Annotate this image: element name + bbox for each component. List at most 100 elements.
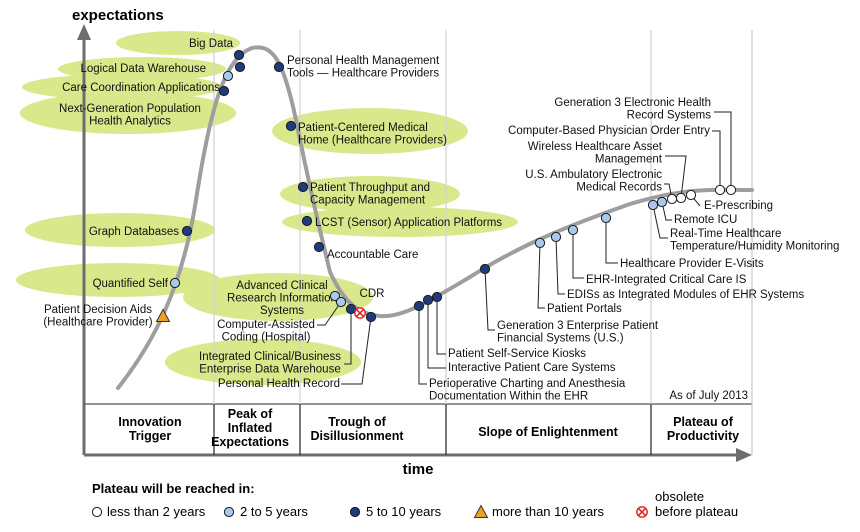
label-line: Management	[595, 154, 663, 166]
marker-personal-health-record	[365, 311, 377, 323]
label-line: Capacity Management	[310, 195, 426, 207]
marker-generation-3-electronic-health-record-systems	[725, 184, 737, 196]
label-next-generation-population-health-analytics: Next-Generation Population Health Analyti…	[59, 103, 201, 128]
legend-title: Plateau will be reached in:	[92, 481, 255, 496]
label-line: Computer-Based Physician Order Entry	[508, 125, 710, 137]
label-line: Interactive Patient Care Systems	[448, 362, 616, 374]
marker-lcst-sensor-application-platforms	[301, 215, 313, 227]
label-line: Tools — Healthcare Providers	[287, 68, 439, 80]
marker-remote-icu	[656, 196, 668, 208]
highlight-care-coordination-applications	[22, 74, 222, 100]
marker-healthcare-provider-e-visits	[600, 212, 612, 224]
legend-label-y2to5: 2 to 5 years	[240, 504, 308, 519]
leader-wireless-healthcare-asset-management	[665, 155, 687, 199]
leader-real-time-healthcare-temperature-humidity-monitoring	[652, 204, 668, 239]
label-cdr: CDR	[360, 288, 385, 300]
legend-line: before plateau	[655, 504, 738, 519]
as-of-date: As of July 2013	[669, 390, 748, 402]
marker-generation-3-enterprise-patient-financial-systems-u-s	[479, 263, 491, 275]
marker-wireless-healthcare-asset-management	[675, 192, 687, 204]
legend-line: obsolete	[655, 489, 704, 504]
legend-label-lt2: less than 2 years	[107, 504, 206, 519]
label-care-coordination-applications: Care Coordination Applications	[62, 82, 220, 94]
label-accountable-care: Accountable Care	[327, 249, 418, 261]
obsolete-cross	[356, 309, 364, 317]
marker-patient-portals	[534, 237, 546, 249]
label-line: Patient Self-Service Kiosks	[448, 348, 586, 360]
leader-remote-icu	[661, 201, 672, 221]
marker-computer-assisted-coding-hospital	[335, 296, 347, 308]
phase-line: Expectations	[211, 435, 289, 449]
label-line: Patient-Centered Medical	[298, 122, 428, 134]
phase-slope: Slope of Enlightenment	[478, 425, 618, 439]
label-line: Advanced Clinical	[236, 280, 327, 292]
label-ediss-as-integrated-modules-of-ehr-systems: EDISs as Integrated Modules of EHR Syste…	[567, 289, 804, 301]
phase-labels: Innovation Trigger Peak of Inflated Expectat…	[118, 407, 739, 449]
highlight-next-generation-population-health-analytics	[20, 92, 236, 134]
phase-line: Trigger	[129, 429, 172, 443]
label-line: Health Analytics	[89, 116, 171, 128]
label-perioperative-charting-and-anesthesia-documentation-within-the-ehr: Perioperative Charting and Anesthesia Doc…	[429, 378, 626, 403]
leader-lines	[317, 111, 732, 385]
label-line: Computer-Assisted	[217, 319, 315, 331]
label-patient-throughput-and-capacity-management: Patient Throughput and Capacity Managemen…	[310, 182, 430, 207]
label-patient-centered-medical-home-healthcare-providers: Patient-Centered Medical Home (Healthcare…	[298, 122, 447, 147]
marker-care-coordination-applications	[222, 70, 234, 82]
label-line: LCST (Sensor) Application Platforms	[315, 217, 502, 229]
leader-perioperative-charting-and-anesthesia-documentation-within-the-ehr	[418, 306, 427, 385]
legend-marker-lt2	[91, 506, 103, 518]
highlight-graph-databases	[25, 213, 215, 247]
label-personal-health-management-tools-healthcare-providers: Personal Health Management Tools — Health…	[287, 55, 440, 80]
label-computer-assisted-coding-hospital: Computer-Assisted Coding (Hospital)	[217, 319, 315, 344]
label-real-time-healthcare-temperature-humidity-monitoring: Real-Time Healthcare Temperature/Humidity…	[670, 228, 839, 253]
marker-next-generation-population-health-analytics	[218, 85, 230, 97]
label-line: Personal Health Record	[218, 378, 340, 390]
label-line: Personal Health Management	[287, 55, 440, 67]
label-big-data: Big Data	[189, 38, 234, 50]
label-generation-3-enterprise-patient-financial-systems-u-s: Generation 3 Enterprise Patient Financial…	[497, 320, 659, 345]
obsolete-cross	[638, 508, 646, 516]
label-line: Wireless Healthcare Asset	[528, 141, 663, 153]
y-axis-arrow	[77, 24, 91, 40]
y-axis-label: expectations	[72, 7, 164, 24]
label-logical-data-warehouse: Logical Data Warehouse	[80, 63, 206, 75]
leader-ediss-as-integrated-modules-of-ehr-systems	[555, 236, 565, 295]
legend-marker-gt10	[473, 504, 489, 518]
technology-markers	[155, 49, 737, 323]
label-healthcare-provider-e-visits: Healthcare Provider E-Visits	[620, 258, 764, 270]
leader-personal-health-record	[341, 316, 372, 385]
phase-trough: Trough of Disillusionment	[310, 415, 404, 443]
marker-logical-data-warehouse	[234, 61, 246, 73]
phase-line: Innovation	[118, 415, 181, 429]
phase-line: Slope of Enlightenment	[478, 425, 618, 439]
marker-patient-self-service-kiosks	[431, 291, 443, 303]
legend-label-obsolete: obsolete before plateau	[655, 489, 738, 519]
label-line: Accountable Care	[327, 249, 418, 261]
marker-personal-health-management-tools-healthcare-providers	[273, 61, 285, 73]
leader-healthcare-provider-e-visits	[605, 218, 618, 264]
label-line: Patient Portals	[547, 303, 622, 315]
label-patient-self-service-kiosks: Patient Self-Service Kiosks	[448, 348, 586, 360]
label-line: Next-Generation Population	[59, 103, 201, 115]
label-line: EDISs as Integrated Modules of EHR Syste…	[567, 289, 804, 301]
marker-ediss-as-integrated-modules-of-ehr-systems	[550, 231, 562, 243]
label-line: CDR	[360, 288, 385, 300]
label-wireless-healthcare-asset-management: Wireless Healthcare Asset Management	[528, 141, 663, 166]
legend-marker-obsolete	[636, 506, 648, 518]
marker-graph-databases	[181, 225, 193, 237]
label-line: Record Systems	[627, 110, 712, 122]
phase-line: Inflated	[228, 421, 272, 435]
label-personal-health-record: Personal Health Record	[218, 378, 340, 390]
label-generation-3-electronic-health-record-systems: Generation 3 Electronic Health Record Sys…	[554, 97, 711, 122]
label-line: Systems	[260, 305, 304, 317]
label-e-prescribing: E-Prescribing	[704, 200, 773, 212]
label-line: Real-Time Healthcare	[670, 228, 781, 240]
label-ehr-integrated-critical-care-is: EHR-Integrated Critical Care IS	[586, 274, 747, 286]
marker-patient-centered-medical-home-healthcare-providers	[285, 120, 297, 132]
label-line: Financial Systems (U.S.)	[497, 333, 624, 345]
axes: expectations time As of July 2013	[72, 7, 753, 478]
x-axis-arrow	[736, 448, 752, 462]
label-line: Graph Databases	[89, 226, 179, 238]
marker-patient-decision-aids-healthcare-provider	[155, 308, 171, 322]
label-line: Big Data	[189, 38, 234, 50]
